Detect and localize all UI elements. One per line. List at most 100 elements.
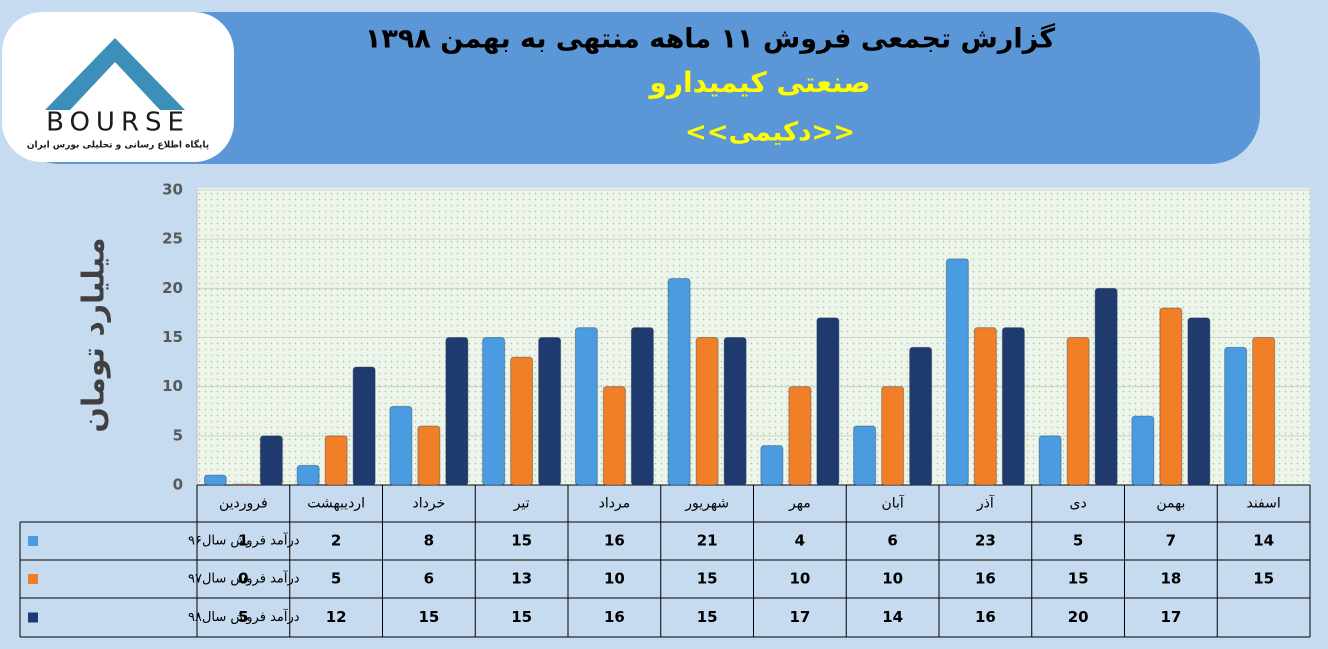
table-value: 12 [326, 608, 347, 626]
bar [574, 327, 598, 486]
table-value: 15 [1068, 570, 1089, 588]
x-tick-label: شهریور [684, 496, 729, 512]
bar [723, 337, 747, 486]
bar [1094, 287, 1118, 486]
x-tick-label: تیر [513, 496, 530, 512]
table-value: 21 [697, 532, 718, 550]
bar [602, 386, 626, 486]
bar [973, 327, 997, 486]
table-value: 20 [1068, 608, 1089, 626]
table-value: 8 [424, 532, 434, 550]
bar [788, 386, 812, 486]
table-value: 17 [789, 608, 810, 626]
bar [909, 346, 933, 486]
y-tick-label: 20 [162, 279, 183, 297]
y-tick-label: 5 [173, 426, 183, 444]
x-tick-label: آذر [976, 495, 995, 512]
table-value: 23 [975, 532, 996, 550]
table-value: 10 [789, 570, 810, 588]
logo-caption: پایگاه اطلاع رسانی و تحلیلی بورس ایران [27, 139, 209, 151]
bar [1159, 307, 1183, 486]
table-value: 16 [604, 608, 625, 626]
bar [881, 386, 905, 486]
table-value: 16 [975, 608, 996, 626]
bar [1224, 346, 1248, 486]
symbol: <<دکیمی>> [685, 118, 855, 148]
bar [231, 483, 255, 486]
bar [417, 425, 441, 486]
bar [1038, 435, 1062, 486]
table-value: 1 [238, 532, 248, 550]
table-value: 0 [238, 570, 248, 588]
logo-text: BOURSE [46, 108, 190, 138]
table-value: 14 [1253, 532, 1274, 550]
table-value: 16 [975, 570, 996, 588]
table-value: 5 [331, 570, 341, 588]
table-value: 4 [795, 532, 805, 550]
table-value: 17 [1160, 608, 1181, 626]
bar [324, 435, 348, 486]
table-value: 15 [418, 608, 439, 626]
table-value: 7 [1166, 532, 1176, 550]
table-value: 6 [887, 532, 897, 550]
table-value: 15 [697, 570, 718, 588]
table-value: 14 [882, 608, 903, 626]
bar [203, 474, 227, 486]
bar [445, 337, 469, 486]
table-value: 15 [511, 532, 532, 550]
chart-title: گزارش تجمعی فروش ۱۱ ماهه منتهی به بهمن ۱… [365, 23, 1055, 55]
bar [853, 425, 877, 486]
bar [667, 278, 691, 486]
table-value: 15 [1253, 570, 1274, 588]
table-value: 10 [882, 570, 903, 588]
bar [296, 464, 320, 486]
x-tick-label: مرداد [599, 496, 631, 512]
legend-label: درآمد فروش سال۹۷ [188, 570, 300, 587]
bar [482, 337, 506, 486]
legend-label: درآمد فروش سال۹۸ [188, 608, 300, 625]
bar [1001, 327, 1025, 486]
y-tick-label: 25 [162, 230, 183, 248]
x-tick-label: فروردین [219, 496, 268, 512]
legend-swatch [28, 536, 38, 546]
table-value: 6 [424, 570, 434, 588]
table-value: 16 [604, 532, 625, 550]
bar [1252, 337, 1276, 486]
table-value: 13 [511, 570, 532, 588]
y-tick-label: 30 [162, 181, 183, 199]
table-value: 5 [1073, 532, 1083, 550]
bar [1066, 337, 1090, 486]
table-value: 15 [697, 608, 718, 626]
y-tick-label: 15 [162, 328, 183, 346]
bar [1131, 415, 1155, 486]
x-tick-label: اردیبهشت [307, 496, 365, 512]
logo-box [2, 12, 234, 162]
logo-shape [45, 38, 185, 110]
x-tick-label: مهر [788, 496, 811, 512]
table-value: 18 [1160, 570, 1181, 588]
x-tick-label: خرداد [413, 496, 446, 512]
bar [1187, 317, 1211, 486]
legend-label: درآمد فروش سال۹۶ [188, 532, 300, 549]
bar [510, 356, 534, 486]
header-banner [10, 12, 1260, 164]
bar [630, 327, 654, 486]
x-tick-label: اسفند [1246, 496, 1280, 512]
table-value: 5 [238, 608, 248, 626]
bar [259, 435, 283, 486]
y-tick-label: 0 [173, 476, 183, 494]
bar [945, 258, 969, 486]
table-value: 10 [604, 570, 625, 588]
table-value: 15 [511, 608, 532, 626]
bar [538, 337, 562, 486]
legend-swatch [28, 612, 38, 623]
bar [760, 445, 784, 486]
bar [695, 337, 719, 486]
bar [816, 317, 840, 486]
bar [389, 405, 413, 486]
bar [352, 366, 376, 486]
table-value: 2 [331, 532, 341, 550]
y-tick-label: 10 [162, 377, 183, 395]
